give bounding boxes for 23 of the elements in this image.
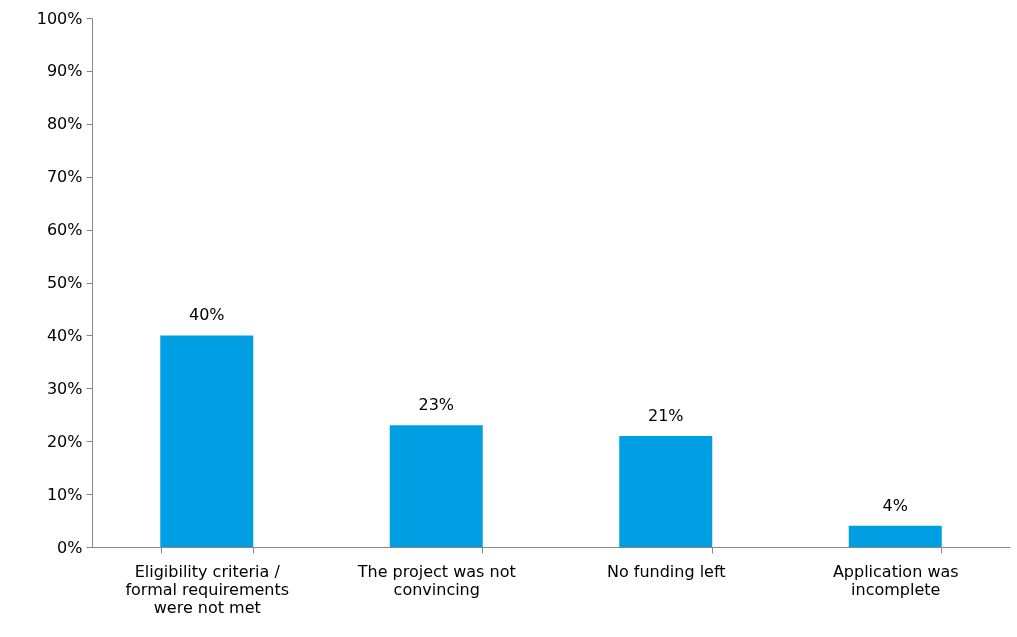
bar <box>848 525 942 547</box>
x-tick-label: Eligibility criteria / formal requirements were not met <box>125 561 290 617</box>
data-label: 4% <box>882 495 908 515</box>
y-tick-label: 80% <box>46 114 83 134</box>
bar <box>389 425 483 547</box>
bar <box>160 335 254 547</box>
data-label: 40% <box>188 305 225 325</box>
x-tick-label: The project was not convincing <box>356 561 516 599</box>
y-tick-label: 0% <box>57 537 83 557</box>
y-tick-label: 10% <box>46 484 83 504</box>
data-label: 23% <box>418 395 455 415</box>
y-tick-label: 40% <box>46 325 83 345</box>
y-tick-label: 30% <box>46 378 83 398</box>
y-tick-label: 60% <box>46 220 83 240</box>
x-tick-label: Application was incomplete <box>832 561 959 599</box>
y-tick-label: 70% <box>46 167 83 187</box>
y-tick-label: 100% <box>36 8 83 28</box>
y-tick-label: 50% <box>46 273 83 292</box>
y-tick-label: 20% <box>46 431 83 451</box>
y-tick-label: 90% <box>46 61 83 81</box>
bar <box>619 435 713 547</box>
x-tick-label: No funding left <box>606 561 726 581</box>
data-label: 21% <box>647 405 684 425</box>
